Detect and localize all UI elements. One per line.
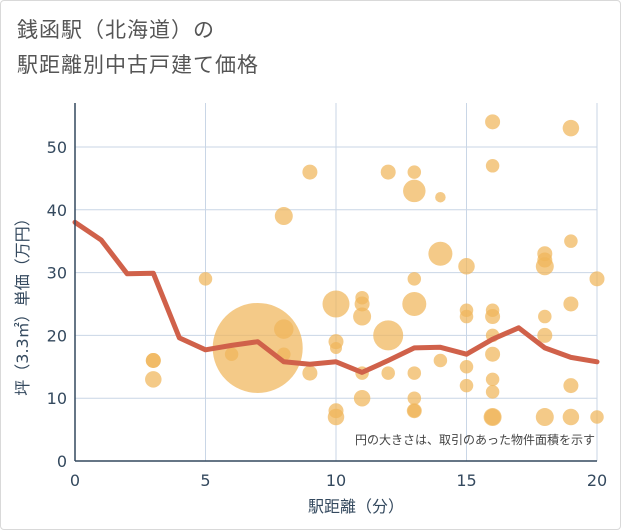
- data-bubble: [590, 410, 604, 424]
- data-bubble: [302, 164, 318, 180]
- data-bubble: [145, 353, 161, 369]
- y-axis-title: 坪（3.3㎡）単価（万円）: [13, 210, 32, 395]
- data-bubble: [537, 327, 553, 343]
- chart-title: 銭函駅（北海道）の 駅距離別中古戸建て価格: [17, 13, 259, 83]
- data-bubble: [485, 372, 500, 387]
- data-bubble: [407, 391, 422, 405]
- data-bubble: [485, 114, 501, 130]
- data-bubble: [485, 385, 500, 399]
- data-bubble: [459, 309, 474, 324]
- data-bubble: [198, 272, 213, 286]
- data-bubble: [562, 119, 580, 137]
- y-tick-label: 0: [57, 452, 67, 471]
- data-bubble: [407, 165, 422, 179]
- data-bubble: [407, 404, 422, 418]
- data-bubble: [538, 309, 552, 324]
- data-bubble: [535, 408, 554, 427]
- chart-title-line1: 銭函駅（北海道）の: [17, 18, 215, 42]
- data-bubble: [459, 360, 474, 374]
- data-bubble: [274, 319, 294, 339]
- data-bubble: [459, 378, 474, 393]
- data-bubble: [403, 179, 426, 203]
- x-tick-label: 10: [326, 471, 346, 490]
- data-bubble: [380, 164, 396, 180]
- data-bubble: [381, 366, 395, 380]
- axes: [74, 103, 597, 462]
- data-bubble: [274, 207, 293, 226]
- data-bubble: [458, 258, 475, 275]
- x-tick-labels: 0 5 10 15 20: [70, 471, 607, 490]
- data-bubble: [535, 257, 554, 276]
- data-bubble: [485, 159, 500, 173]
- bubble-size-note: 円の大きさは、取引のあった物件面積を示す: [355, 432, 595, 447]
- x-tick-label: 5: [200, 471, 210, 490]
- data-bubble: [322, 290, 350, 318]
- y-tick-label: 10: [47, 389, 67, 408]
- x-tick-label: 0: [70, 471, 80, 490]
- data-bubble: [563, 296, 579, 312]
- data-bubble: [402, 291, 427, 316]
- data-bubble: [563, 378, 579, 394]
- x-tick-label: 20: [587, 471, 607, 490]
- data-bubble: [145, 371, 162, 388]
- data-bubble: [330, 341, 342, 354]
- data-bubble: [564, 234, 578, 248]
- data-bubble: [354, 296, 370, 312]
- data-bubble: [327, 408, 345, 426]
- y-tick-label: 20: [47, 326, 67, 345]
- chart-title-line2: 駅距離別中古戸建て価格: [17, 53, 259, 77]
- y-tick-labels: 0 10 20 30 40 50: [47, 138, 67, 471]
- data-bubble: [562, 408, 580, 426]
- bubble-layer: [145, 114, 605, 427]
- data-bubble: [589, 271, 605, 287]
- data-bubble: [407, 366, 422, 380]
- data-bubble: [485, 309, 501, 325]
- data-bubble: [485, 346, 501, 362]
- data-bubble: [353, 307, 372, 326]
- data-bubble: [428, 241, 453, 266]
- data-bubble: [433, 353, 448, 368]
- y-tick-label: 40: [47, 201, 67, 220]
- data-bubble: [483, 408, 502, 427]
- data-bubble: [353, 389, 371, 407]
- data-bubble: [435, 191, 446, 203]
- trend-line: [72, 219, 600, 375]
- data-bubble: [407, 272, 422, 286]
- x-tick-label: 15: [456, 471, 476, 490]
- data-bubble: [302, 365, 318, 381]
- y-tick-label: 50: [47, 138, 67, 157]
- x-axis-title: 駅距離（分）: [308, 497, 404, 516]
- grid-lines: [75, 103, 598, 461]
- data-bubble: [373, 320, 404, 351]
- y-tick-label: 30: [47, 264, 67, 283]
